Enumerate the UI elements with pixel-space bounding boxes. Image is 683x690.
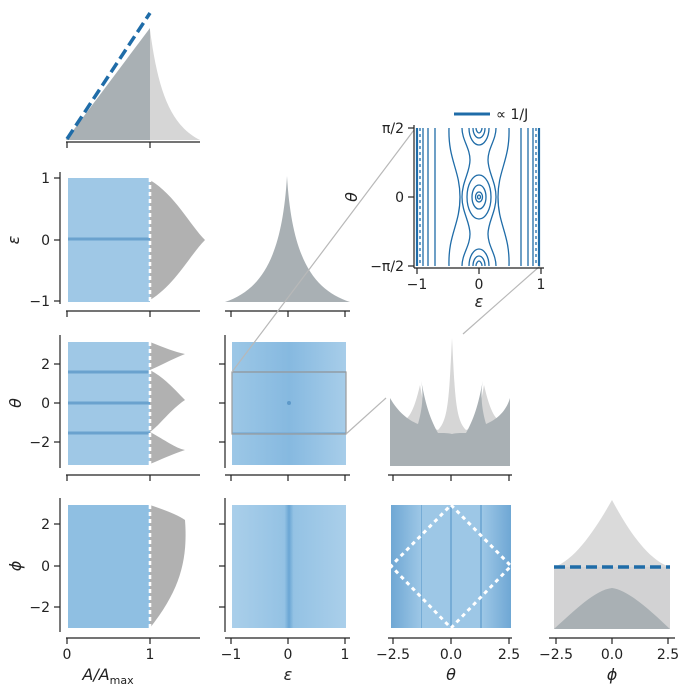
phi-tick-0: 0 [41, 559, 50, 575]
legend-label: ∝ 1/J [496, 107, 528, 123]
panel-eps-phi: −1 0 1 ε [219, 498, 350, 684]
inset-ytick-top: π/2 [382, 121, 404, 137]
phi-xtick-0: 0.0 [601, 647, 623, 663]
inset-xtick-1: 1 [537, 277, 546, 293]
phi-tick-2: 2 [41, 517, 50, 533]
zoom-region [231, 371, 347, 435]
inset-xtick-neg1: −1 [407, 277, 428, 293]
eps-xtick-1: 1 [341, 647, 350, 663]
theta-tick-2: 2 [41, 357, 50, 373]
theta-phi-separatrix [388, 502, 514, 631]
A-theta-gray-overflow [150, 342, 185, 464]
A-phi-scatter [68, 505, 150, 628]
theta-phi-scatter [391, 505, 511, 628]
panel-theta-phi: −2.5 0.0 2.5 θ [376, 502, 520, 684]
zoom-line-lower [345, 397, 387, 435]
phi-xtick-neg: −2.5 [539, 647, 573, 663]
theta-xtick-0: 0.0 [440, 647, 462, 663]
eps-xtick-neg1: −1 [221, 647, 242, 663]
inset-ylabel: θ [342, 192, 361, 202]
eps-tick-neg1: −1 [29, 294, 50, 310]
eps-hist [225, 176, 350, 302]
eps-theta-center-dot [287, 401, 291, 405]
eps-xlabel: ε [284, 665, 293, 684]
eps-xtick-0: 0 [284, 647, 293, 663]
eps-tick-1: 1 [41, 171, 50, 187]
panel-A-eps: 1 0 −1 ε [4, 171, 205, 317]
panel-phi-marginal: −2.5 0.0 2.5 ϕ [539, 500, 679, 684]
phi-xlabel: ϕ [607, 665, 618, 684]
A-eps-gray-overflow [150, 180, 205, 300]
inset-ytick-bot: −π/2 [370, 259, 404, 275]
panel-eps-theta [219, 335, 350, 481]
zoom-line-upper [231, 129, 415, 373]
eps-ylabel: ε [4, 235, 23, 244]
phi-ylabel: ϕ [6, 560, 25, 571]
phi-hist-light [554, 500, 670, 629]
eps-phi-scatter [232, 505, 346, 628]
panel-A-theta: 2 0 −2 θ [6, 335, 200, 481]
inset-ytick-mid: 0 [395, 190, 404, 206]
A-xtick-0: 0 [63, 647, 72, 663]
phi-xtick-pos: 2.5 [657, 647, 679, 663]
zoom-line-right [462, 265, 541, 335]
inset-xlabel: ε [475, 292, 484, 311]
phi-tick-neg2: −2 [29, 600, 50, 616]
panel-theta-marginal [388, 338, 512, 481]
theta-xlabel: θ [446, 665, 456, 684]
A-linear-reference-line [65, 12, 152, 140]
panel-A-phi: 2 0 −2 ϕ 0 1 A/Amax [6, 498, 200, 687]
eps-tick-0: 0 [41, 233, 50, 249]
inset-xtick-0: 0 [475, 277, 484, 293]
zoom-connectors [231, 129, 541, 435]
theta-xtick-neg: −2.5 [376, 647, 410, 663]
inset-contour-panel: π/2 0 −π/2 −1 0 1 ε θ ∝ 1/J [342, 107, 545, 311]
A-phi-gray-overflow [150, 505, 186, 628]
theta-xtick-pos: 2.5 [498, 647, 520, 663]
panel-eps-marginal [225, 176, 350, 317]
theta-tick-0: 0 [41, 396, 50, 412]
theta-tick-neg2: −2 [29, 435, 50, 451]
A-xtick-1: 1 [146, 647, 155, 663]
panel-A-marginal [65, 12, 200, 148]
A-xlabel: A/Amax [81, 665, 134, 687]
theta-ylabel: θ [6, 398, 25, 408]
theta-hist [390, 380, 510, 466]
A-hist-gray [66, 28, 150, 140]
